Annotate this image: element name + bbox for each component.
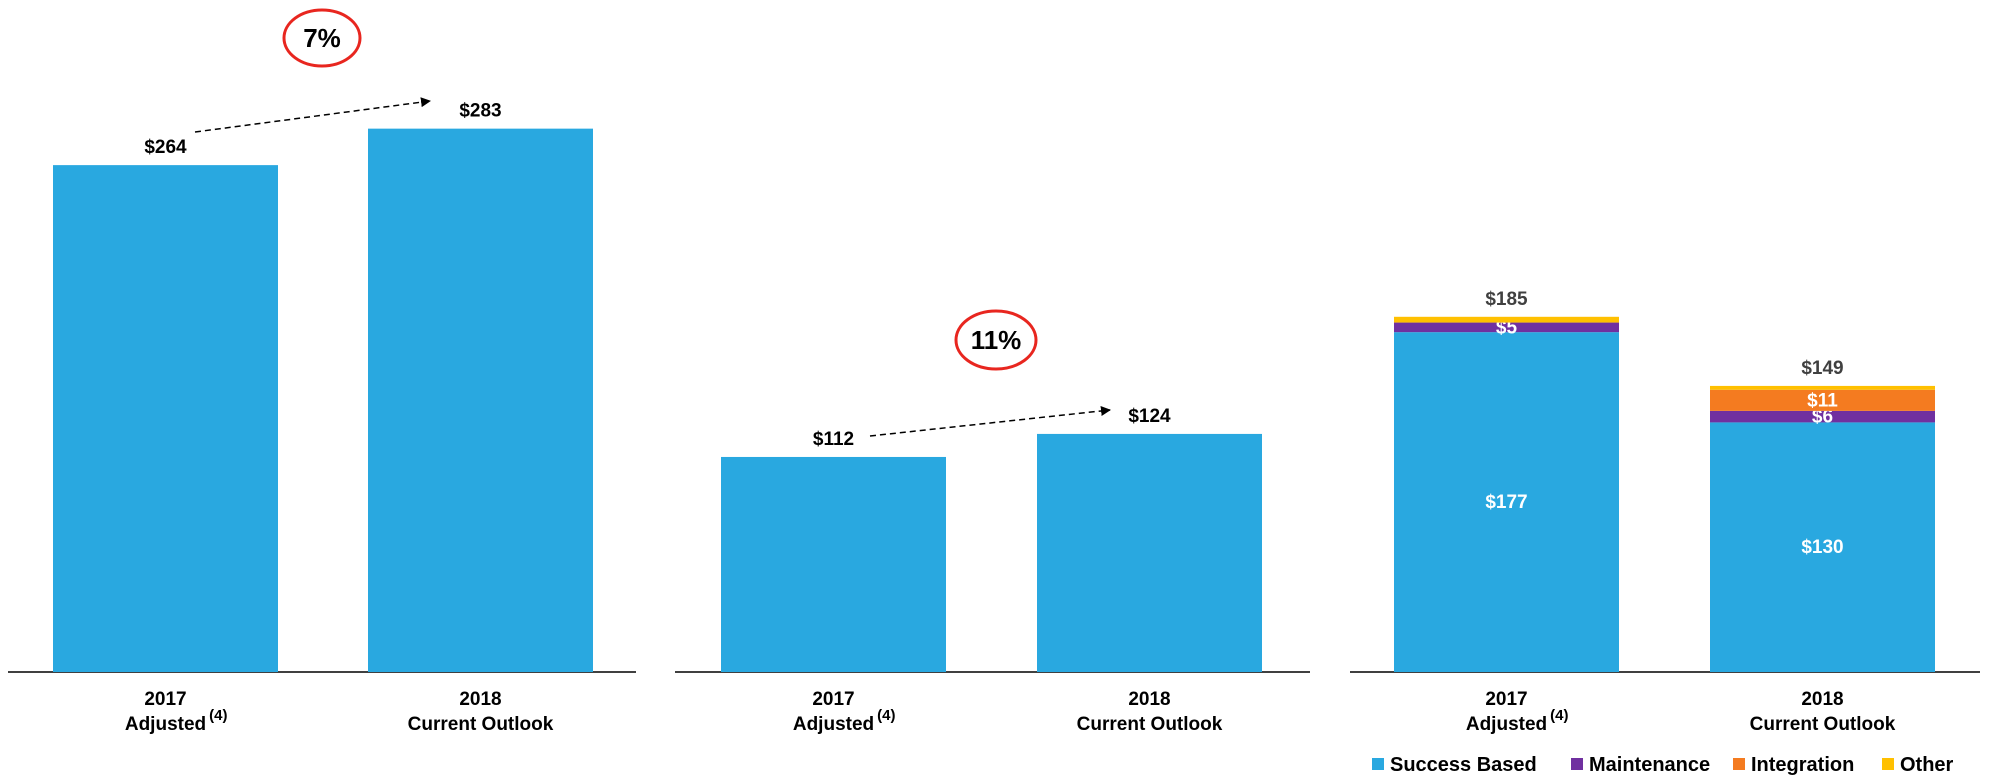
category-label-line2: Current Outlook	[408, 714, 554, 735]
legend-swatch	[1372, 758, 1384, 770]
chart-panel-1: $264 2017 Adjusted (4) $283 2018 Current Outlo…	[8, 8, 636, 735]
category-label-year: 2017	[812, 689, 854, 710]
growth-percent-label: 11%	[971, 325, 1022, 355]
chart-panel-2: $112 2017 Adjusted (4) $124 2018 Current Outlo…	[675, 309, 1310, 735]
bar-1	[53, 165, 278, 672]
legend-label: Other	[1900, 754, 1954, 776]
segment-value-label: $130	[1801, 537, 1843, 558]
bar-segment-other	[1394, 316, 1619, 323]
growth-circle	[282, 8, 362, 68]
segment-value-label: $6	[1812, 407, 1833, 428]
growth-arrow	[194, 97, 431, 133]
bar-1	[721, 456, 946, 672]
legend-item-other: Other	[1882, 754, 1954, 776]
bar-segment-other	[1710, 385, 1935, 390]
legend-label: Success Based	[1390, 754, 1537, 776]
bar-value-label: $124	[1128, 406, 1171, 427]
category-label-year: 2018	[1128, 689, 1170, 710]
bar-segment-maintenance	[1710, 410, 1935, 423]
chart-legend: Success Based Maintenance Integration Other	[1372, 754, 1954, 776]
category-label-year: 2018	[1801, 689, 1843, 710]
category-label-line2: Current Outlook	[1077, 714, 1223, 735]
growth-arrow	[869, 405, 1111, 437]
legend-item-integration: Integration	[1733, 754, 1854, 776]
legend-swatch	[1733, 758, 1745, 770]
segment-value-label: $177	[1485, 492, 1527, 513]
bar-value-label: $112	[813, 429, 854, 450]
category-label-line2: Adjusted	[1466, 714, 1547, 735]
bar-segment-integration	[1710, 389, 1935, 411]
chart-panel-3: $177 $5 $185 2017 Adjusted (4) $130 $6$11 $149 20…	[1350, 289, 1980, 735]
category-label-line2: Current Outlook	[1750, 714, 1896, 735]
legend-item-maintenance: Maintenance	[1571, 754, 1710, 776]
bar-segment-success-based	[1394, 332, 1619, 672]
bar-value-label: $283	[459, 101, 501, 122]
bar-2	[368, 128, 593, 672]
legend-swatch	[1571, 758, 1583, 770]
growth-percent-label: 7%	[303, 23, 341, 53]
category-label-line2: Adjusted	[125, 714, 206, 735]
stack-total-label: $149	[1801, 358, 1843, 379]
bar-2	[1037, 433, 1262, 672]
bar-value-label: $264	[144, 137, 187, 158]
legend-label: Integration	[1751, 754, 1854, 776]
bar-segment-maintenance	[1394, 322, 1619, 333]
footnote-marker: (4)	[1550, 707, 1568, 724]
growth-circle	[954, 309, 1038, 371]
category-label-line2: Adjusted	[793, 714, 874, 735]
segment-value-label: $5	[1496, 317, 1518, 338]
footnote-marker: (4)	[209, 707, 227, 724]
segment-value-label: $11	[1807, 390, 1838, 411]
bar-segment-success-based	[1710, 422, 1935, 672]
footnote-marker: (4)	[877, 707, 895, 724]
stack-total-label: $185	[1485, 289, 1528, 310]
category-label-year: 2017	[144, 689, 186, 710]
category-label-year: 2018	[459, 689, 501, 710]
legend-item-success-based: Success Based	[1372, 754, 1537, 776]
legend-label: Maintenance	[1589, 754, 1710, 776]
legend-swatch	[1882, 758, 1894, 770]
category-label-year: 2017	[1485, 689, 1527, 710]
